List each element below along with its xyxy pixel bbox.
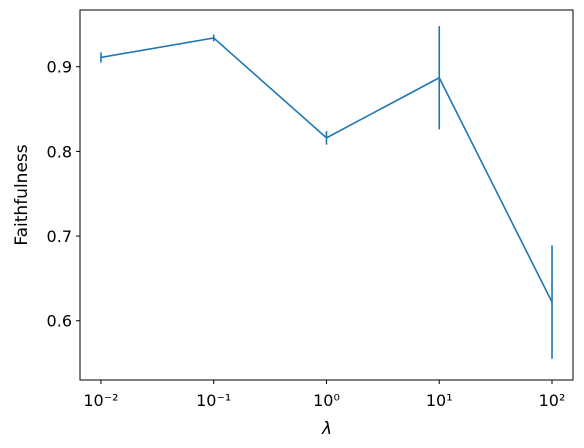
x-tick-label: 10⁻² [83,391,118,410]
x-tick-label: 10¹ [426,391,453,410]
x-tick-label: 10⁰ [313,391,340,410]
x-tick-label: 10² [539,391,566,410]
data-line [100,37,553,303]
x-tick-label: 10⁻¹ [196,391,231,410]
y-tick-label: 0.7 [47,227,72,246]
y-tick-label: 0.8 [47,142,72,161]
x-axis-label: λ [321,419,332,439]
y-tick-label: 0.9 [47,58,72,77]
y-axis-label: Faithfulness [12,144,32,245]
y-tick-label: 0.6 [47,312,72,331]
